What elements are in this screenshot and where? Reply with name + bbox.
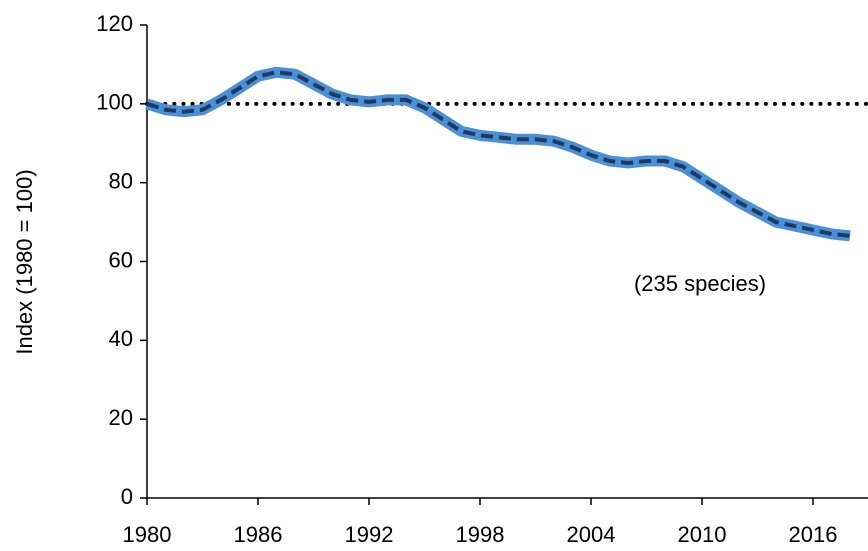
x-tick-label: 2010: [678, 522, 727, 547]
x-tick-label: 1986: [234, 522, 283, 547]
y-tick-label: 120: [96, 11, 133, 36]
y-tick-label: 80: [109, 168, 133, 193]
y-axis-label: Index (1980 = 100): [12, 169, 37, 354]
x-tick-label: 1980: [123, 522, 172, 547]
y-tick-label: 60: [109, 247, 133, 272]
y-tick-label: 0: [121, 484, 133, 509]
x-tick-label: 2016: [789, 522, 838, 547]
y-tick-label: 100: [96, 90, 133, 115]
y-tick-label: 20: [109, 405, 133, 430]
series-line-dash: [146, 70, 851, 238]
x-tick-label: 1992: [345, 522, 394, 547]
y-tick-label: 40: [109, 326, 133, 351]
series-line: [145, 66, 851, 242]
x-tick-label: 1998: [456, 522, 505, 547]
annotation: (235 species): [634, 271, 766, 296]
x-tick-label: 2004: [567, 522, 616, 547]
